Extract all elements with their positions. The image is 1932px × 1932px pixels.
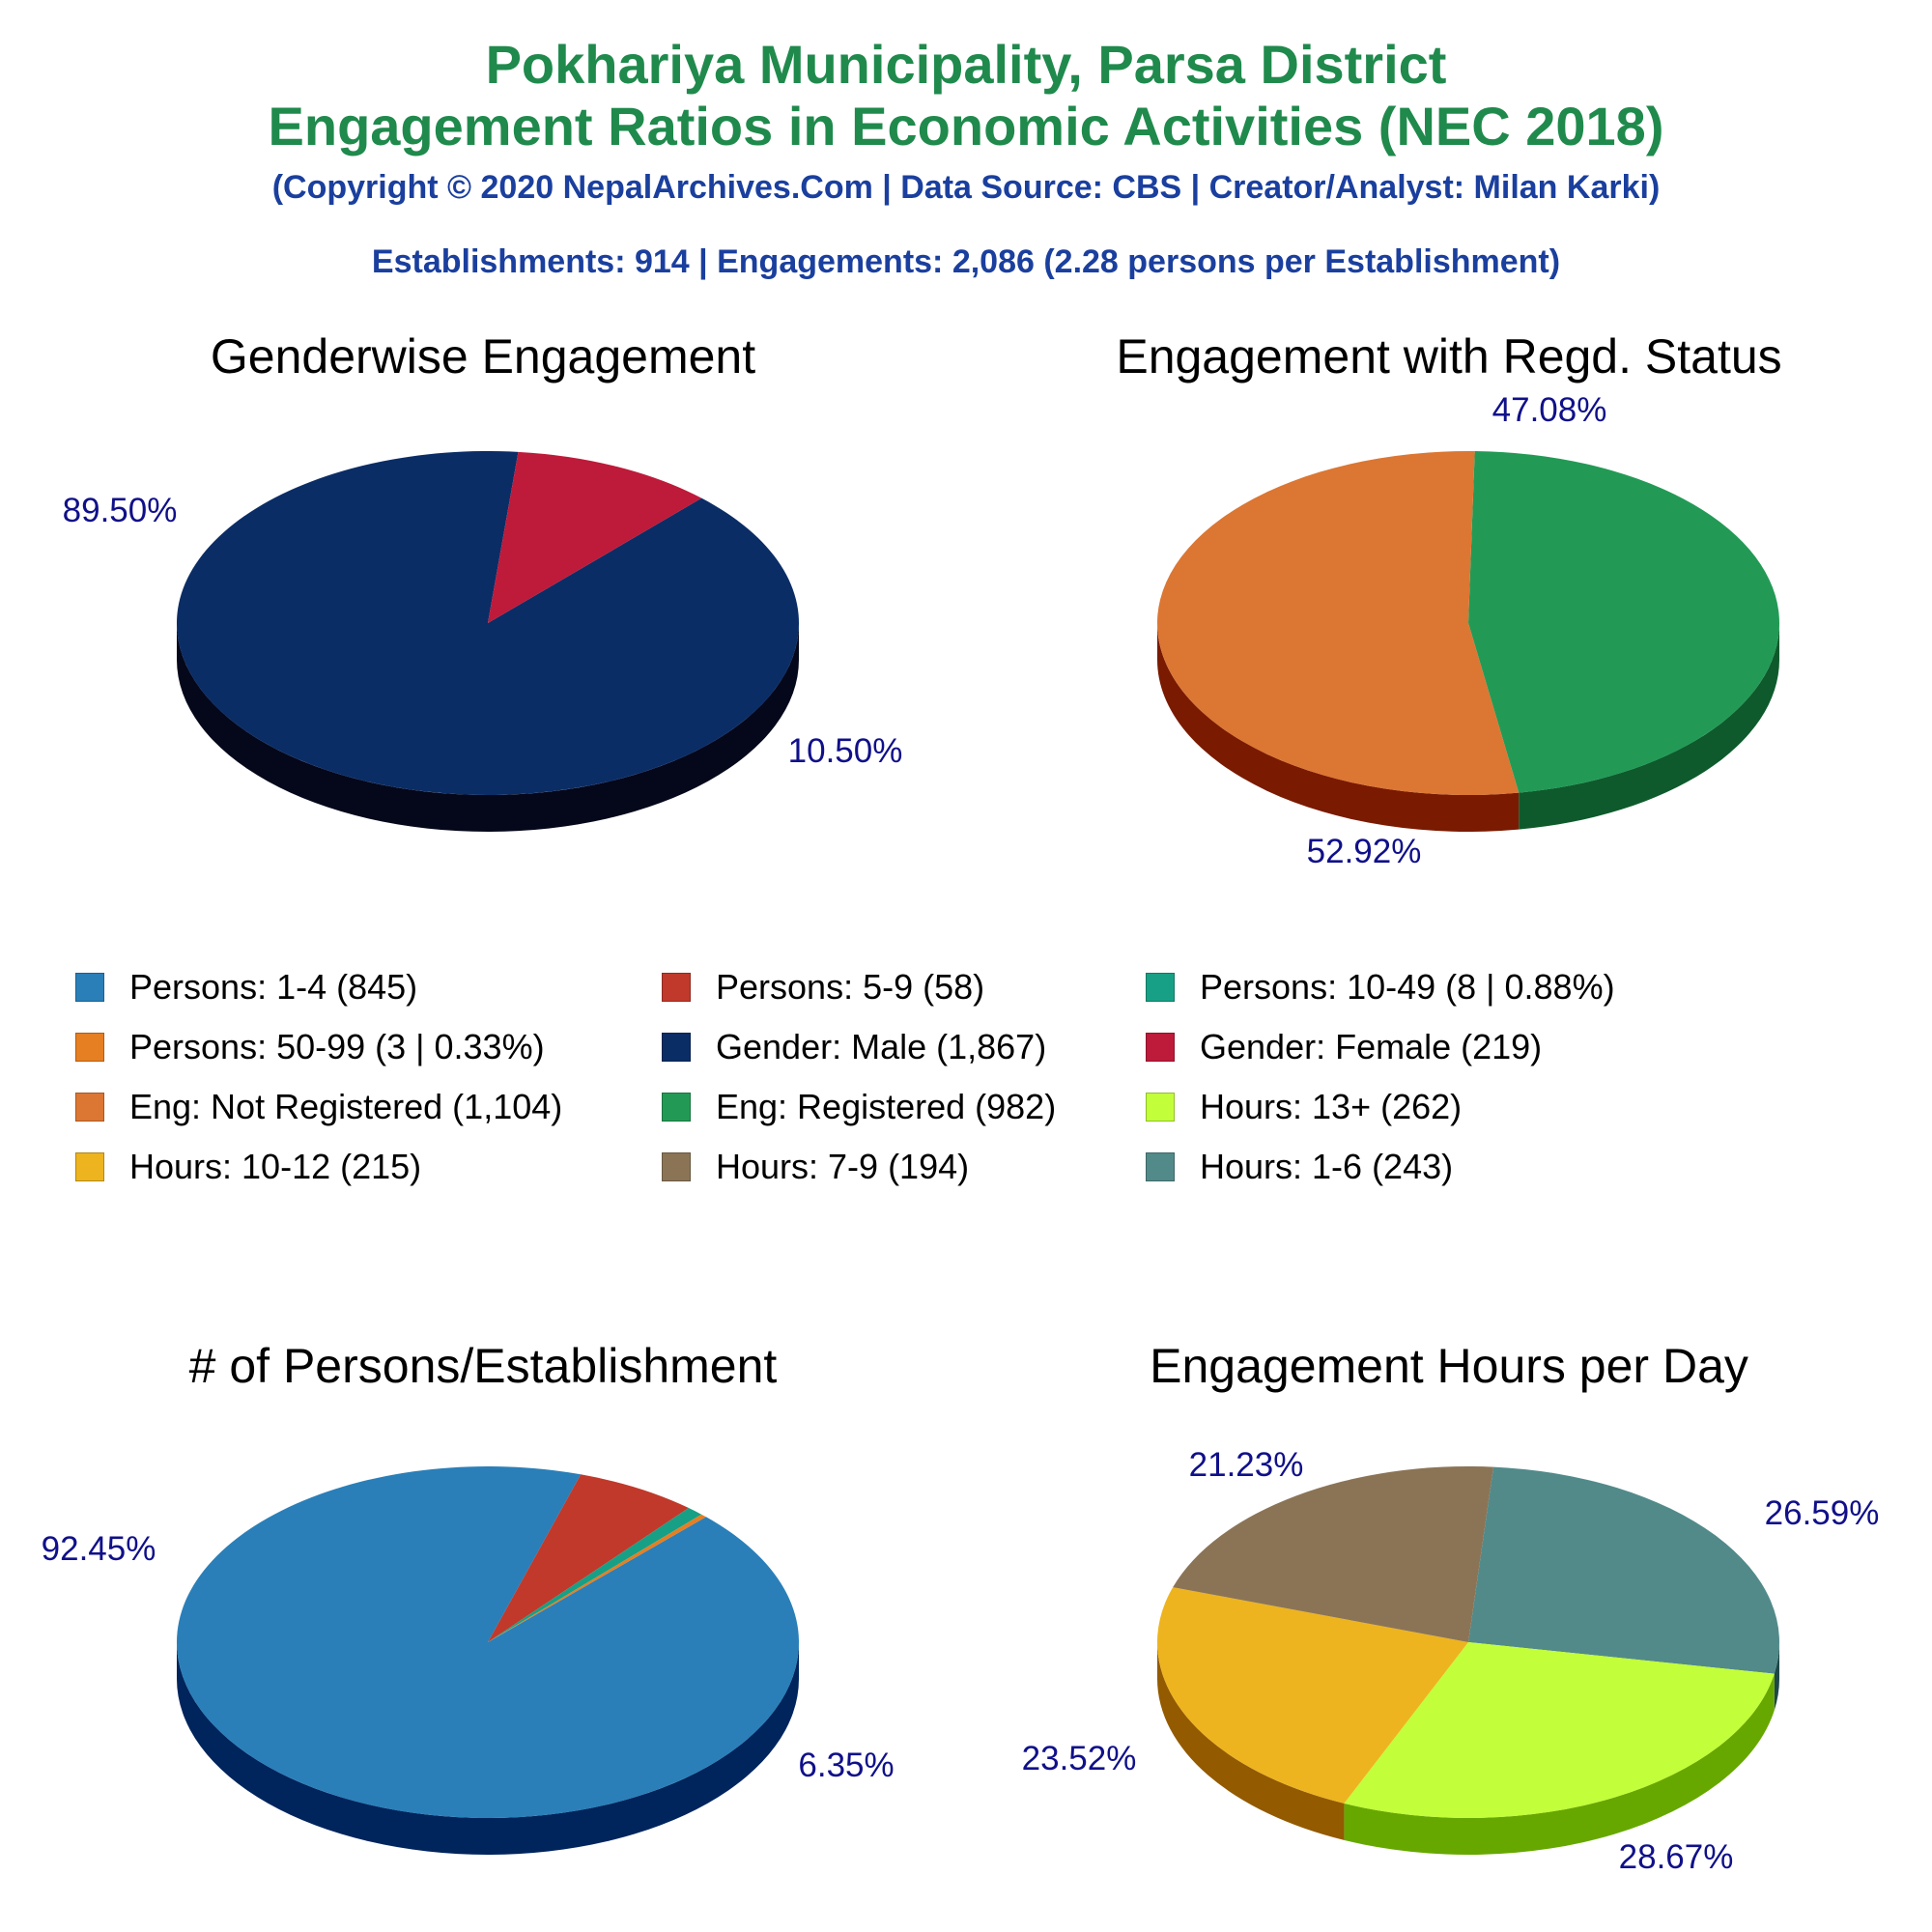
legend-item: Persons: 5-9 (58) [662, 967, 984, 1008]
pie-slice [488, 1474, 689, 1642]
legend-item: Persons: 1-4 (845) [75, 967, 417, 1008]
copyright-line: (Copyright © 2020 NepalArchives.Com | Da… [271, 169, 1661, 206]
legend-item: Hours: 1-6 (243) [1146, 1147, 1453, 1187]
pie-chart: 47.08% 52.92% [1157, 391, 1780, 870]
legend-item: Gender: Male (1,867) [662, 1027, 1046, 1067]
pie-slice [1468, 451, 1779, 793]
legend-swatch [75, 1093, 104, 1122]
pie-slice [1344, 1642, 1775, 1819]
legend-item: Gender: Female (219) [1146, 1027, 1542, 1067]
pie-slice-label: 89.50% [63, 492, 178, 529]
pie-side [177, 1642, 799, 1855]
pie-side [177, 623, 799, 832]
chart-title-registration: Engagement with Regd. Status [1116, 329, 1782, 384]
legend-swatch [1146, 973, 1175, 1002]
pie-slice-label: 6.35% [798, 1747, 894, 1784]
legend-item: Persons: 50-99 (3 | 0.33%) [75, 1027, 545, 1067]
legend-label: Hours: 10-12 (215) [129, 1147, 422, 1186]
legend-swatch [662, 1093, 691, 1122]
legend-label: Persons: 1-4 (845) [129, 967, 418, 1007]
legend-label: Eng: Registered (982) [716, 1087, 1057, 1126]
pie-chart: 92.45% 6.35% [42, 1466, 895, 1855]
legend-swatch [1146, 1152, 1175, 1181]
pie-slice-label: 23.52% [1022, 1740, 1137, 1777]
legend-item: Eng: Registered (982) [662, 1087, 1056, 1127]
pie-slice-label: 52.92% [1307, 833, 1422, 870]
pie-slice-label: 10.50% [788, 732, 903, 770]
pie-slice [1157, 450, 1520, 795]
legend-item: Persons: 10-49 (8 | 0.88%) [1146, 967, 1615, 1008]
pie-slice-label: 21.23% [1189, 1446, 1304, 1484]
legend-item: Eng: Not Registered (1,104) [75, 1087, 562, 1127]
legend-item: Hours: 10-12 (215) [75, 1147, 421, 1187]
pie-slice-label: 28.67% [1619, 1838, 1734, 1876]
pie-slice [488, 1508, 702, 1642]
legend-swatch [662, 1033, 691, 1062]
pie-side [1156, 1642, 1345, 1840]
pie-slice [176, 451, 799, 795]
legend-swatch [662, 1152, 691, 1181]
title-line-2: Engagement Ratios in Economic Activities… [268, 96, 1664, 156]
chart-title-hours: Engagement Hours per Day [1150, 1339, 1748, 1393]
chart-title-persons: # of Persons/Establishment [188, 1339, 778, 1393]
pie-side [1774, 1642, 1779, 1711]
legend-label: Gender: Female (219) [1200, 1027, 1543, 1066]
legend-label: Hours: 7-9 (194) [716, 1147, 970, 1186]
pie-slice [1173, 1466, 1493, 1642]
pie-slice-label: 47.08% [1492, 391, 1607, 429]
legend-swatch [75, 973, 104, 1002]
pie-slice-label: 92.45% [42, 1530, 156, 1568]
legend-item: Hours: 13+ (262) [1146, 1087, 1462, 1127]
legend-label: Gender: Male (1,867) [716, 1027, 1047, 1066]
legend-label: Eng: Not Registered (1,104) [129, 1087, 563, 1126]
chart-title-gender: Genderwise Engagement [210, 329, 756, 384]
legend-label: Persons: 50-99 (3 | 0.33%) [129, 1027, 545, 1066]
title-line-1: Pokhariya Municipality, Parsa District [485, 34, 1447, 95]
summary-line: Establishments: 914 | Engagements: 2,086… [371, 243, 1561, 280]
legend-swatch [662, 973, 691, 1002]
pie-slice [177, 1466, 800, 1819]
legend-label: Hours: 1-6 (243) [1200, 1147, 1454, 1186]
legend-swatch [1146, 1033, 1175, 1062]
pie-chart: 89.50% 10.50% [63, 451, 903, 832]
legend-swatch [75, 1152, 104, 1181]
pie-side [1519, 623, 1780, 830]
pie-slice-label: 26.59% [1765, 1494, 1880, 1532]
pie-side [1344, 1673, 1775, 1856]
legend-item: Hours: 7-9 (194) [662, 1147, 969, 1187]
pie-slice [1157, 1587, 1468, 1804]
legend-swatch [75, 1033, 104, 1062]
pie-side [1157, 623, 1520, 832]
legend-swatch [1146, 1093, 1175, 1122]
pie-slice [488, 451, 702, 623]
legend-label: Persons: 5-9 (58) [716, 967, 985, 1007]
legend-label: Hours: 13+ (262) [1200, 1087, 1463, 1126]
pie-chart: 26.59% 28.67% 23.52% 21.23% [1022, 1446, 1880, 1876]
pie-slice [488, 1514, 706, 1642]
pie-slice [1468, 1466, 1780, 1674]
legend: Persons: 1-4 (845) Persons: 5-9 (58) Perso… [0, 966, 1932, 1208]
legend-label: Persons: 10-49 (8 | 0.88%) [1200, 967, 1615, 1007]
